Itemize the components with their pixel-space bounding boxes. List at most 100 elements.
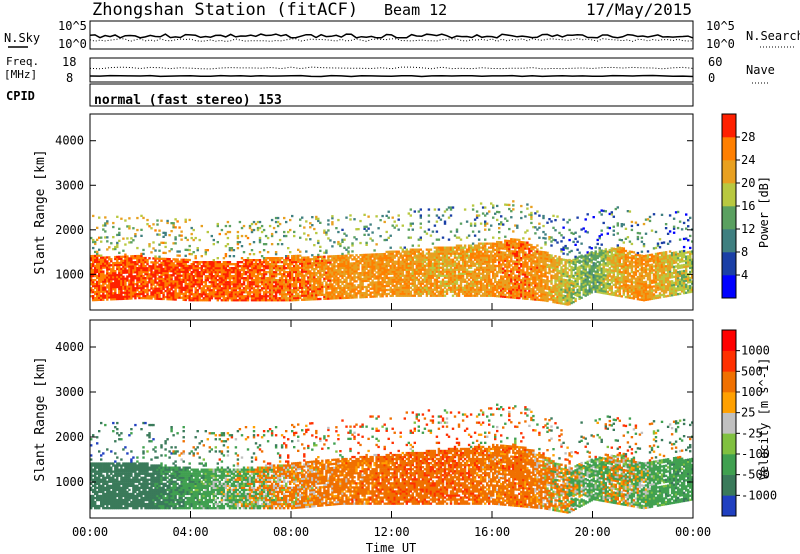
- heatmap-cell: [508, 207, 511, 211]
- heatmap-cell: [172, 242, 175, 245]
- heatmap-cell: [481, 258, 485, 261]
- heatmap-cell: [168, 292, 171, 295]
- heatmap-cell: [102, 256, 105, 259]
- heatmap-cell: [524, 297, 527, 300]
- heatmap-cell: [262, 297, 266, 300]
- heatmap-cell: [164, 241, 167, 245]
- heatmap-cell: [166, 298, 169, 301]
- heatmap-cell: [363, 257, 366, 261]
- heatmap-cell: [260, 295, 264, 298]
- heatmap-cell: [327, 219, 330, 222]
- heatmap-cell: [421, 286, 425, 289]
- heatmap-cell: [395, 266, 398, 269]
- heatmap-cell: [417, 266, 421, 269]
- heatmap-cell: [289, 251, 292, 254]
- heatmap-cell: [331, 263, 334, 266]
- heatmap-cell: [397, 256, 400, 259]
- heatmap-cell: [425, 278, 429, 281]
- heatmap-cell: [502, 245, 505, 248]
- heatmap-cell: [291, 283, 294, 286]
- heatmap-cell: [106, 274, 109, 277]
- heatmap-cell: [471, 204, 475, 207]
- heatmap-cell: [150, 291, 153, 294]
- heatmap-cell: [343, 290, 346, 294]
- heatmap-cell: [433, 286, 437, 289]
- heatmap-cell: [220, 273, 224, 276]
- heatmap-cell: [359, 286, 362, 289]
- heatmap-cell: [212, 281, 216, 284]
- heatmap-cell: [512, 272, 515, 275]
- heatmap-cell: [144, 297, 147, 300]
- heatmap-cell: [453, 254, 457, 257]
- heatmap-cell: [291, 269, 294, 272]
- heatmap-cell: [413, 294, 417, 297]
- heatmap-cell: [385, 254, 388, 258]
- heatmap-cell: [274, 259, 278, 262]
- heatmap-cell: [287, 291, 290, 294]
- heatmap-cell: [278, 289, 282, 292]
- heatmap-cell: [283, 273, 286, 276]
- heatmap-cell: [510, 292, 513, 295]
- heatmap-cell: [268, 289, 272, 292]
- heatmap-cell: [252, 279, 256, 282]
- heatmap-cell: [100, 240, 103, 243]
- heatmap-cell: [385, 266, 388, 270]
- heatmap-cell: [202, 287, 206, 290]
- heatmap-cell: [315, 296, 318, 299]
- heatmap-cell: [518, 278, 521, 282]
- heatmap-cell: [311, 266, 314, 269]
- heatmap-cell: [164, 277, 167, 281]
- heatmap-cell: [323, 267, 326, 270]
- heatmap-cell: [166, 221, 169, 225]
- heatmap-cell: [431, 242, 435, 245]
- heatmap-cell: [106, 264, 109, 267]
- heatmap-cell: [224, 261, 228, 264]
- heatmap-cell: [441, 284, 445, 287]
- heatmap-cell: [130, 279, 133, 282]
- heatmap-cell: [295, 282, 298, 286]
- heatmap-cell: [381, 293, 384, 296]
- heatmap-cell: [419, 262, 423, 265]
- heatmap-cell: [158, 291, 161, 294]
- heatmap-cell: [276, 261, 280, 264]
- heatmap-cell: [134, 235, 137, 238]
- heatmap-cell: [447, 206, 451, 209]
- heatmap-cell: [441, 250, 445, 253]
- heatmap-cell: [196, 297, 199, 300]
- heatmap-cell: [307, 264, 310, 267]
- heatmap-cell: [506, 287, 509, 291]
- heatmap-cell: [526, 285, 529, 288]
- heatmap-cell: [116, 243, 119, 247]
- heatmap-cell: [361, 269, 364, 273]
- heatmap-cell: [417, 280, 421, 283]
- heatmap-cell: [106, 298, 109, 301]
- heatmap-cell: [110, 282, 113, 285]
- heatmap-cell: [425, 284, 429, 287]
- heatmap-cell: [409, 276, 413, 279]
- heatmap-cell: [94, 284, 97, 288]
- heatmap-cell: [389, 234, 392, 237]
- heatmap-cell: [443, 282, 447, 285]
- heatmap-cell: [486, 268, 489, 271]
- heatmap-cell: [429, 270, 433, 273]
- heatmap-cell: [268, 273, 272, 276]
- heatmap-cell: [431, 266, 435, 269]
- heatmap-cell: [534, 270, 537, 273]
- heatmap-cell: [278, 299, 282, 302]
- heatmap-cell: [389, 276, 392, 279]
- heatmap-cell: [423, 260, 427, 263]
- heatmap-cell: [264, 271, 268, 274]
- heatmap-cell: [246, 259, 250, 262]
- heatmap-cell: [405, 272, 409, 275]
- heatmap-cell: [192, 263, 195, 266]
- heatmap-cell: [369, 283, 372, 286]
- heatmap-cell: [371, 279, 374, 282]
- heatmap-cell: [126, 293, 129, 296]
- heatmap-cell: [341, 290, 344, 294]
- heatmap-cell: [293, 287, 296, 290]
- heatmap-cell: [461, 288, 465, 291]
- heatmap-cell: [363, 259, 366, 263]
- heatmap-cell: [331, 269, 334, 272]
- heatmap-cell: [500, 281, 503, 284]
- heatmap-cell: [313, 276, 316, 279]
